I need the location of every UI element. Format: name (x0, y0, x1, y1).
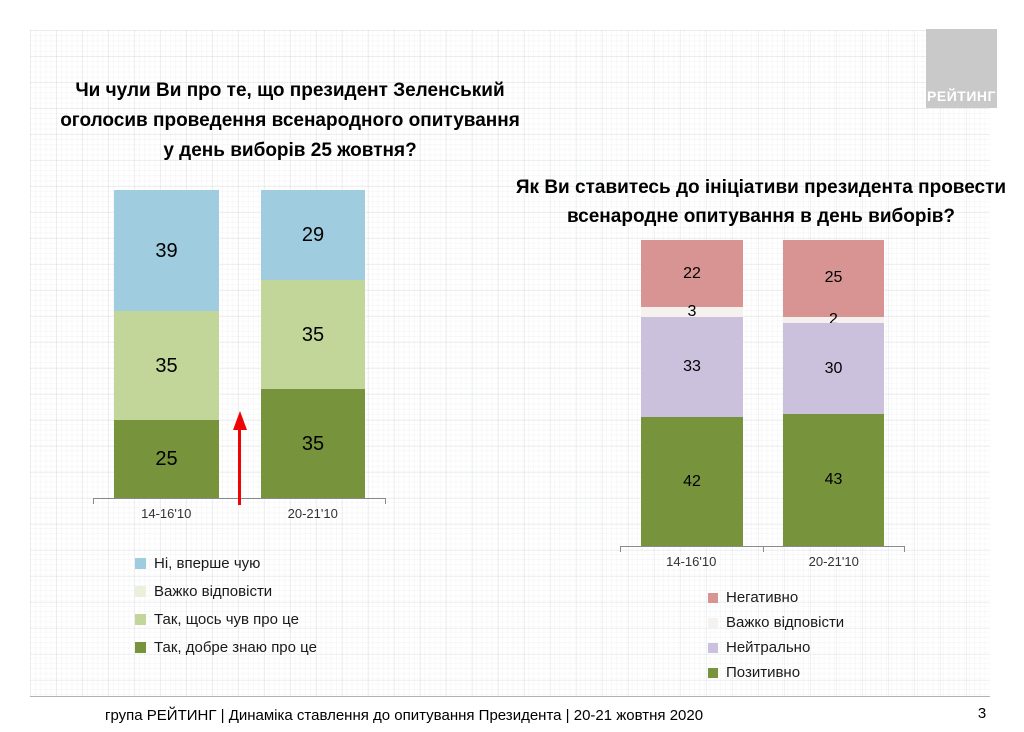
legend-swatch (135, 585, 146, 597)
legend-label: Нейтрально (726, 639, 811, 656)
legend-swatch (708, 642, 718, 653)
legend-swatch (135, 613, 146, 625)
segment-value-label: 35 (155, 354, 178, 377)
bar-segment: 29 (261, 190, 365, 281)
bar-segment: 39 (114, 190, 219, 312)
slide-footer: група РЕЙТИНГ | Динаміка ставлення до оп… (105, 707, 704, 724)
x-axis-label: 14-16'10 (666, 554, 717, 569)
stacked-bar: 39 35 25 (114, 190, 219, 498)
bar-segment: 43 (783, 414, 884, 546)
stacked-bar: 22 3 33 42 (641, 240, 743, 546)
legend-item: Так, добре знаю про це (135, 633, 317, 661)
page-number: 3 (977, 705, 987, 722)
legend-label: Негативно (726, 589, 799, 606)
legend-swatch (708, 667, 718, 678)
legend-item: Позитивно (708, 660, 844, 685)
legend-item: Нейтрально (708, 635, 844, 660)
legend-label: Важко відповісти (154, 582, 273, 600)
segment-value-label: 35 (301, 432, 325, 455)
bar-segment: 35 (114, 311, 219, 421)
legend-item: Важко відповісти (135, 577, 317, 605)
legend-label: Так, добре знаю про це (154, 638, 317, 656)
legend-swatch (135, 641, 146, 653)
arrow-shaft (238, 430, 241, 505)
x-axis-label: 20-21'10 (808, 554, 859, 569)
trend-up-arrow-icon (232, 411, 247, 505)
bar-segment: 35 (261, 389, 365, 498)
legend-swatch (135, 557, 146, 569)
segment-value-label: 25 (155, 448, 178, 471)
segment-value-label: 43 (824, 471, 843, 489)
bar-segment: 30 (783, 322, 884, 415)
segment-value-label: 30 (824, 359, 843, 377)
legend-item: Так, щось чув про це (135, 605, 317, 633)
x-axis-tick (763, 547, 764, 552)
segment-value-label: 3 (687, 302, 697, 320)
legend-item: Негативно (708, 585, 844, 610)
x-axis-tick (385, 499, 386, 504)
legend-label: Так, щось чув про це (154, 610, 299, 628)
x-axis-tick (904, 547, 905, 552)
bar-segment: 42 (641, 417, 743, 546)
bar-segment: 33 (641, 316, 743, 418)
legend-label: Ні, вперше чую (154, 554, 261, 572)
rating-group-logo: РЕЙТИНГ (926, 29, 997, 108)
right-chart-plot: 22 3 33 42 25 2 30 43 14-16'10 20-21'10 (620, 240, 905, 569)
segment-value-label: 25 (824, 269, 843, 287)
stacked-bar: 25 2 30 43 (783, 240, 884, 546)
right-chart-legend: Негативно Важко відповісти Нейтрально Позит… (708, 585, 844, 685)
bar-segment: 3 (641, 303, 743, 319)
legend-swatch (708, 592, 718, 603)
bar-segment: 35 (261, 280, 365, 390)
left-chart-legend: Ні, вперше чую Важко відповісти Так, щось … (135, 549, 317, 661)
arrow-head (232, 411, 247, 430)
legend-label: Позитивно (726, 664, 801, 681)
left-chart-title: Чи чули Ви про те, що президент Зеленськ… (60, 80, 520, 161)
right-chart-title: Як Ви ставитесь до ініціативи президента… (515, 177, 1007, 227)
x-axis-tick (620, 547, 621, 552)
logo-text: РЕЙТИНГ (927, 88, 996, 104)
legend-item: Ні, вперше чую (135, 549, 317, 577)
x-axis-tick (93, 499, 94, 504)
x-axis-label: 14-16'10 (141, 506, 192, 521)
bar-segment: 25 (783, 240, 884, 317)
segment-value-label: 33 (683, 358, 701, 375)
segment-value-label: 22 (683, 264, 701, 282)
stacked-bar: 29 35 35 (261, 190, 365, 498)
legend-label: Важко відповісти (726, 614, 845, 631)
segment-value-label: 29 (301, 224, 325, 247)
legend-swatch (708, 617, 718, 628)
bar-segment: 22 (641, 240, 743, 308)
bar-segment: 2 (783, 311, 884, 327)
x-axis-label: 20-21'10 (287, 506, 338, 521)
legend-item: Важко відповісти (708, 610, 844, 635)
left-chart-plot: 39 35 25 29 35 35 14-16'10 20-21'10 (93, 190, 386, 521)
segment-value-label: 35 (301, 323, 325, 346)
segment-value-label: 42 (683, 472, 701, 490)
segment-value-label: 39 (155, 239, 178, 262)
bar-segment: 25 (114, 420, 219, 498)
segment-value-label: 2 (829, 310, 838, 328)
